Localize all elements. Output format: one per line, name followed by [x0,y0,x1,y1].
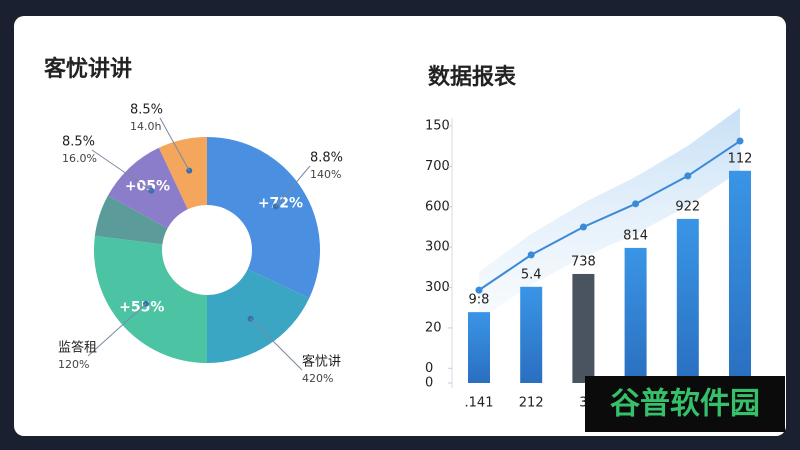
pie-slice [158,137,207,210]
line-point [579,223,587,231]
bar [468,312,490,383]
line-point [684,172,692,180]
watermark-text: 谷普软件园 [610,387,760,422]
callout-label: 8.8% [310,151,343,166]
callout-sub: 16.0% [62,152,97,165]
callout-sub: 14.0h [130,120,161,133]
bar-label: 922 [675,199,700,214]
callout-label: 8.5% [130,103,163,118]
callout-sub: 420% [302,372,333,385]
x-tick-label: 212 [519,396,544,411]
y-tick-label: 600 [425,199,450,214]
callout-label: 监答租 [58,340,97,356]
callout-line [250,318,303,371]
line-point [475,286,483,294]
watermark: 谷普软件园 [585,376,785,432]
callout-sub: 120% [58,358,89,371]
bar-label: 112 [728,151,753,166]
watermark-box [585,376,785,432]
bar [729,170,751,383]
bar-label: 9:8 [469,293,490,308]
pie-slice [93,235,207,363]
y-tick-label: 150 [425,119,450,134]
line-point [736,137,744,145]
callout-line [91,149,152,192]
y-tick-label: 300 [425,280,450,295]
pie-slice [207,269,310,363]
line-point [527,251,535,259]
y-tick-label: 0 [425,376,433,391]
bar-label: 738 [571,254,596,269]
callout-line [87,303,147,357]
callout-label: 8.5% [62,135,95,150]
line-point [632,200,640,208]
bar-title: 数据报表 [428,64,517,90]
callout-line [275,165,311,207]
y-tick-label: 700 [425,159,450,174]
slice-label: +72% [258,195,303,211]
pie-slice [94,195,168,245]
bar [520,286,543,383]
pie-slice [207,137,320,299]
y-tick-label: 0 [425,361,433,376]
pie-title: 客忧讲讲 [44,56,132,82]
x-tick-label: 3 [579,396,587,411]
bar [676,218,699,383]
line [478,140,741,291]
line-band [479,108,740,321]
callout-label: 客忧讲 [302,354,341,370]
bar-label: 814 [623,228,648,243]
y-tick-label: 20 [425,320,442,335]
bar [624,247,647,383]
bar [572,273,595,383]
y-tick-label: 300 [425,240,450,255]
slice-label: +05% [125,179,170,195]
x-tick-label: .141 [465,396,494,411]
callout-sub: 140% [310,168,341,181]
callout-line [159,117,190,171]
bar-label: 5.4 [521,267,542,282]
